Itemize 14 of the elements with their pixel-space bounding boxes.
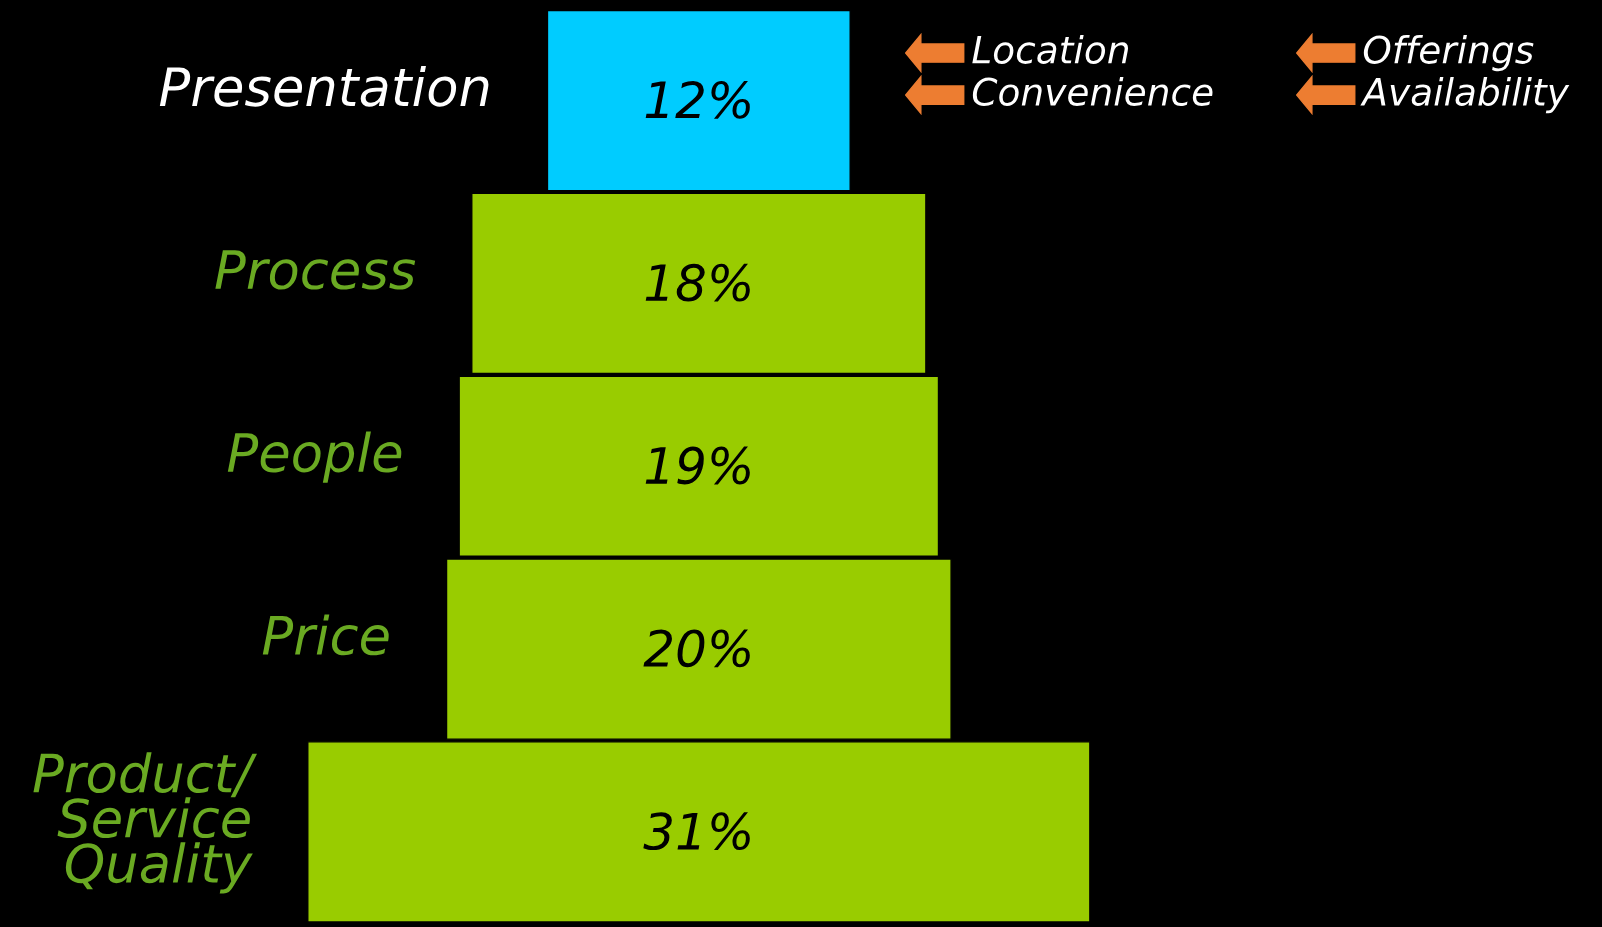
category-label: Process — [215, 250, 416, 290]
text: Offerings — [1363, 34, 1534, 72]
text: Availability — [1360, 76, 1570, 114]
text: Convenience — [972, 76, 1213, 106]
data-label: 12% — [645, 80, 750, 119]
category-label: Presentation — [159, 65, 489, 107]
category-label: Price — [262, 614, 389, 656]
data-label: 31% — [643, 812, 750, 851]
category-label: People — [227, 431, 402, 483]
category-label: Product/ Service Quality — [33, 752, 258, 894]
data-label: 19% — [645, 446, 750, 485]
data-label: 20% — [643, 629, 750, 668]
text: Location — [972, 34, 1129, 64]
data-label: 18% — [645, 263, 750, 302]
